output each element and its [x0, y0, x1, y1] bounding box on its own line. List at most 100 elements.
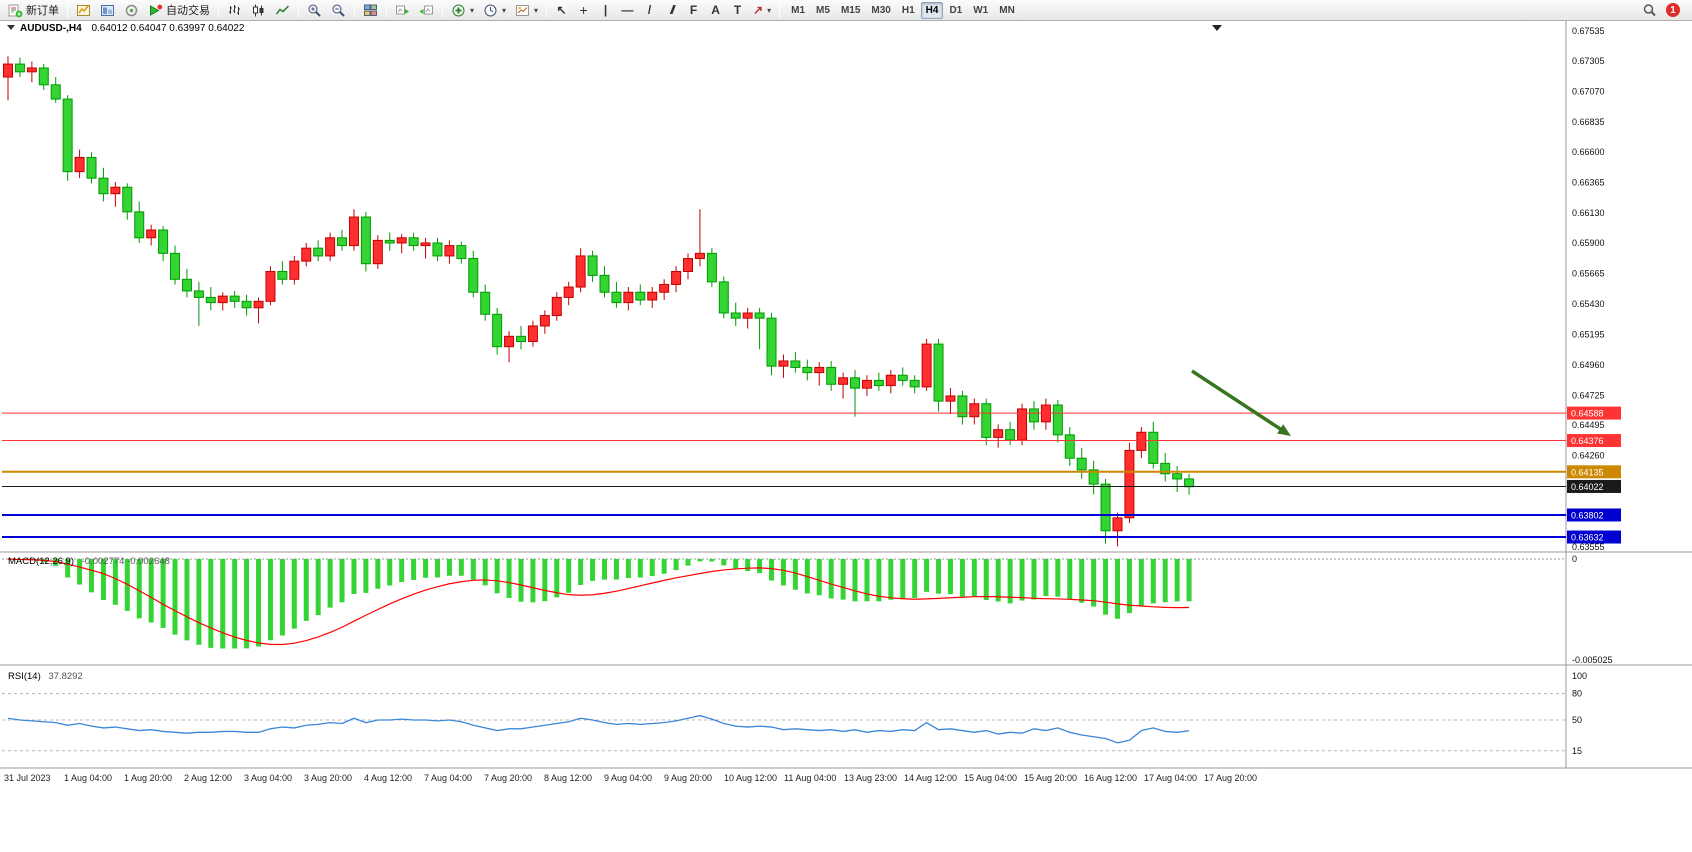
fibonacci-tool-button[interactable]: F [683, 1, 704, 20]
channel-tool-button[interactable]: // [661, 1, 682, 20]
cursor-tool-button[interactable]: ↖ [551, 1, 572, 20]
dropdown-caret-icon[interactable]: ▾ [534, 5, 539, 15]
tile-windows-button[interactable] [359, 1, 382, 20]
price-tag: 0.64376 [1567, 434, 1621, 448]
svg-text:17 Aug 04:00: 17 Aug 04:00 [1144, 773, 1197, 783]
svg-text:0.65195: 0.65195 [1572, 329, 1605, 339]
svg-text:MACD(12,26,9) -0.002774: MACD(12,26,9) -0.002774 -0.002648 [8, 556, 170, 567]
dropdown-caret-icon[interactable]: ▾ [767, 5, 772, 15]
timeframe-h1-button[interactable]: H1 [901, 4, 915, 16]
toolbar-separator [218, 2, 219, 18]
symbol-title: AUDUSD-,H4 [20, 23, 82, 34]
timeframe-w1-button[interactable]: W1 [973, 4, 989, 16]
svg-text:-0.005025: -0.005025 [1572, 655, 1613, 665]
notification-badge[interactable]: 1 [1666, 3, 1680, 17]
candlestick-chart-icon [251, 3, 266, 18]
periods-button[interactable]: ▾ [479, 1, 510, 20]
panel-frame [0, 21, 1692, 769]
new-chart-button[interactable] [72, 1, 95, 20]
svg-text:11 Aug 04:00: 11 Aug 04:00 [784, 773, 836, 783]
last-bar-marker [1212, 25, 1222, 31]
svg-text:4 Aug 12:00: 4 Aug 12:00 [364, 773, 412, 783]
auto-trading-button[interactable]: 自动交易 [144, 1, 214, 20]
price-tag: 0.64135 [1567, 465, 1621, 479]
indicators-button[interactable]: ▾ [447, 1, 478, 20]
svg-text:10 Aug 12:00: 10 Aug 12:00 [724, 773, 777, 783]
svg-text:0.63555: 0.63555 [1572, 542, 1605, 552]
profiles-button[interactable] [96, 1, 119, 20]
toolbar-separator [442, 2, 443, 18]
horizontal-line-icon: — [621, 3, 634, 17]
macd-values: -0.002774 -0.002648 [82, 556, 170, 567]
zoom-in-button[interactable] [303, 1, 326, 20]
svg-text:3 Aug 04:00: 3 Aug 04:00 [244, 773, 292, 783]
zoom-out-icon [331, 3, 346, 18]
svg-text:7 Aug 20:00: 7 Aug 20:00 [484, 773, 532, 783]
new-chart-icon [76, 3, 91, 18]
templates-button[interactable]: ▾ [511, 1, 542, 20]
annotation-arrow[interactable] [1191, 369, 1291, 436]
svg-text:0.64960: 0.64960 [1572, 360, 1605, 370]
new-order-label: 新订单 [26, 5, 59, 17]
trendline-tool-button[interactable]: / [639, 1, 660, 20]
label-tool-button[interactable]: T [727, 1, 748, 20]
svg-text:0.63802: 0.63802 [1571, 510, 1604, 520]
timeframe-m5-button[interactable]: M5 [816, 4, 830, 16]
toolbar-separator [779, 2, 781, 18]
timeframe-m15-button[interactable]: M15 [840, 4, 861, 16]
tile-windows-icon [363, 3, 378, 18]
chart-graphics: 0.67535 0.67305 0.67070 0.66835 0.66600 0.663… [0, 21, 1692, 783]
price-tag: 0.64588 [1567, 406, 1621, 420]
svg-text:AUDUSD-,H4 0.64012 0.640: AUDUSD-,H4 0.64012 0.64047 0.63997 0.640… [20, 23, 245, 34]
chart-canvas[interactable]: 0.67535 0.67305 0.67070 0.66835 0.66600 0.663… [0, 21, 1692, 852]
new-order-button[interactable]: 新订单 [4, 1, 63, 20]
hlines-layer[interactable]: 0.64588 0.64376 0.64135 0.64022 0.63802 0.636… [2, 406, 1621, 544]
label-tool-icon: T [733, 3, 742, 17]
bar-chart-icon [227, 3, 242, 18]
auto-scroll-button[interactable] [391, 1, 414, 20]
horizontal-line-tool-button[interactable]: — [617, 1, 638, 20]
svg-text:17 Aug 20:00: 17 Aug 20:00 [1204, 773, 1257, 783]
vertical-line-tool-button[interactable]: | [595, 1, 616, 20]
data-window-button[interactable] [120, 1, 143, 20]
svg-text:0.65900: 0.65900 [1572, 238, 1605, 248]
chart-window[interactable]: 0.67535 0.67305 0.67070 0.66835 0.66600 0.663… [0, 21, 1692, 852]
timeframe-d1-button[interactable]: D1 [949, 4, 963, 16]
dropdown-caret-icon[interactable]: ▾ [470, 5, 475, 15]
chart-shift-button[interactable] [415, 1, 438, 20]
toolbar-separator [354, 2, 355, 18]
candlestick-chart-button[interactable] [247, 1, 270, 20]
timeframe-group: M1 M5 M15 M30 H1 H4 D1 W1 MN [786, 1, 1020, 19]
search-button[interactable] [1638, 1, 1661, 20]
dropdown-caret-icon[interactable]: ▾ [502, 5, 507, 15]
timeframe-h4-button[interactable]: H4 [920, 1, 944, 19]
channel-icon: // [670, 3, 674, 17]
bar-chart-button[interactable] [223, 1, 246, 20]
svg-text:80: 80 [1572, 689, 1582, 699]
arrows-tool-button[interactable]: ↗ ▾ [749, 1, 775, 20]
svg-text:31 Jul 2023: 31 Jul 2023 [4, 773, 51, 783]
price-tag: 0.63802 [1567, 508, 1621, 522]
timeframe-m1-button[interactable]: M1 [791, 4, 806, 16]
svg-text:0.64376: 0.64376 [1571, 436, 1604, 446]
timeframe-mn-button[interactable]: MN [999, 4, 1015, 16]
svg-text:0.64135: 0.64135 [1571, 467, 1604, 477]
svg-text:0.64260: 0.64260 [1572, 451, 1605, 461]
line-chart-button[interactable] [271, 1, 294, 20]
toolbar-separator [298, 2, 299, 18]
symbol-dropdown-icon[interactable] [7, 25, 15, 30]
text-tool-button[interactable]: A [705, 1, 726, 20]
svg-text:0.67535: 0.67535 [1572, 26, 1605, 36]
crosshair-tool-button[interactable]: + [573, 1, 594, 20]
svg-text:15 Aug 04:00: 15 Aug 04:00 [964, 773, 1017, 783]
timeframe-m30-button[interactable]: M30 [871, 4, 891, 16]
svg-text:0.66835: 0.66835 [1572, 117, 1605, 127]
svg-text:16 Aug 12:00: 16 Aug 12:00 [1084, 773, 1137, 783]
svg-text:1 Aug 04:00: 1 Aug 04:00 [64, 773, 112, 783]
svg-text:8 Aug 12:00: 8 Aug 12:00 [544, 773, 592, 783]
svg-text:0.64022: 0.64022 [1571, 482, 1604, 492]
arrows-tool-icon: ↗ [753, 3, 764, 17]
zoom-out-button[interactable] [327, 1, 350, 20]
search-icon [1642, 3, 1657, 18]
line-chart-icon [275, 3, 290, 18]
